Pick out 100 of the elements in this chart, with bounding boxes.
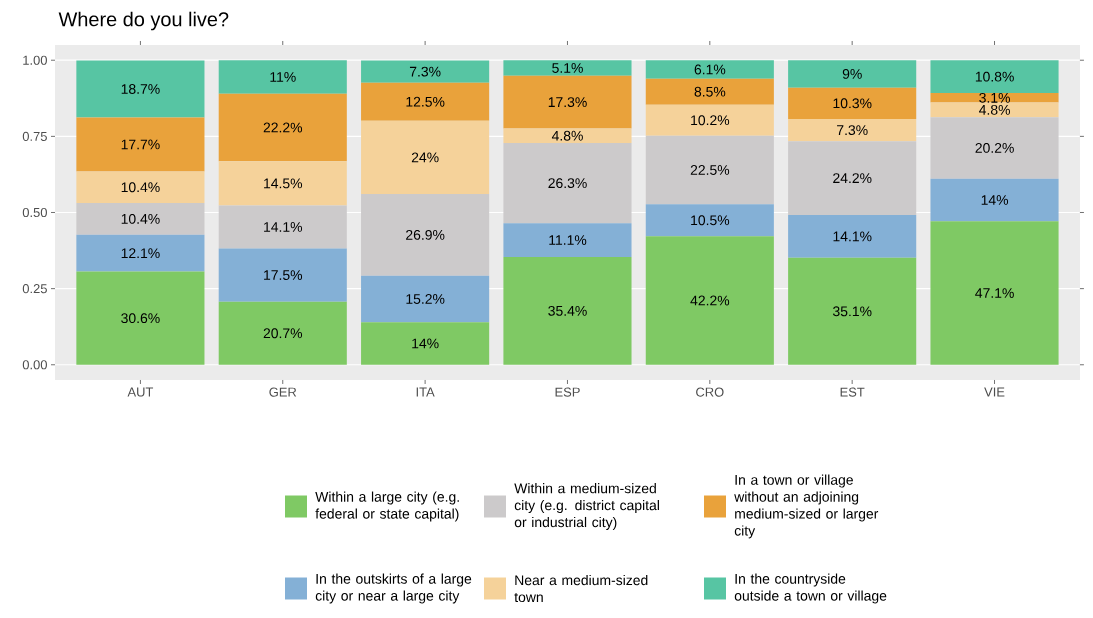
bar (930, 93, 1059, 103)
data-label: 17.5% (264, 270, 303, 280)
legend-label: Near a medium-sized town (514, 574, 648, 603)
x-tick-label: GER (269, 387, 297, 397)
bar (645, 104, 774, 136)
data-label: 7.3% (837, 125, 868, 136)
bar (788, 214, 917, 258)
bar (218, 205, 347, 249)
data-label: 10.4% (121, 182, 160, 193)
data-label: 24% (411, 152, 439, 163)
data-label: 15.2% (406, 294, 445, 304)
bar (361, 82, 490, 121)
data-label: 12.5% (406, 96, 445, 107)
data-label: 10.2% (691, 115, 730, 126)
data-label: 10.4% (121, 213, 160, 224)
x-tick-label: CRO (696, 387, 724, 397)
bar (788, 60, 917, 88)
bar (361, 322, 490, 365)
data-label: 9% (842, 68, 862, 79)
bar (930, 60, 1059, 94)
chart-title: Where do you live? (58, 11, 229, 31)
data-label: 14% (981, 195, 1009, 205)
data-label: 6.1% (694, 64, 726, 75)
data-label: 12.1% (121, 248, 160, 259)
bar (76, 60, 205, 118)
data-label: 24.2% (833, 173, 872, 183)
data-label: 4.8% (551, 130, 583, 141)
bar (218, 248, 347, 302)
bar (503, 60, 632, 76)
bar (788, 257, 917, 365)
bar (361, 193, 490, 276)
bar (218, 93, 347, 162)
legend-label: In the outskirts of a large city or near a large city (315, 573, 472, 604)
bar (503, 75, 632, 129)
data-label: 14.1% (833, 231, 872, 242)
data-label: 11% (270, 72, 296, 82)
bar (503, 143, 632, 224)
bar (361, 120, 490, 194)
bar (788, 119, 917, 142)
data-label: 26.9% (406, 229, 445, 240)
y-tick-label: 0.50 (22, 207, 47, 218)
data-label: 17.3% (548, 97, 587, 108)
data-label: 8.5% (694, 86, 726, 97)
data-label: 47.1% (975, 288, 1014, 298)
bar (76, 234, 205, 272)
data-label: 35.4% (548, 305, 587, 316)
bar (645, 135, 774, 205)
data-label: 4.8% (979, 104, 1010, 115)
y-tick-label: 0.25 (22, 284, 47, 294)
x-tick-label: ESP (555, 387, 580, 397)
bar (930, 117, 1059, 179)
data-label: 10.3% (833, 98, 872, 109)
data-label: 17.7% (121, 139, 160, 150)
bar (218, 161, 347, 206)
data-label: 14.5% (264, 178, 303, 189)
bar (930, 102, 1059, 118)
bar (788, 141, 917, 215)
data-label: 3.1% (979, 92, 1010, 103)
legend-label: In the countryside outside a town or village (734, 573, 887, 604)
data-label: 35.1% (832, 306, 872, 317)
bar (930, 221, 1059, 365)
data-label: 22.5% (690, 165, 730, 175)
legend-label: In a town or village without an adjoining medium-sized or larger city (734, 474, 879, 539)
x-tick-label: ITA (416, 387, 435, 397)
data-label: 42.2% (690, 295, 730, 306)
bar (788, 87, 917, 119)
bar (645, 236, 774, 365)
bar (930, 178, 1059, 222)
data-label: 26.3% (548, 178, 587, 189)
data-label: 18.7% (121, 84, 160, 94)
bar (76, 117, 205, 172)
bar (645, 60, 774, 79)
bar (76, 271, 205, 365)
y-tick-label: 0.00 (22, 360, 47, 370)
data-label: 7.3% (409, 66, 441, 77)
bar (218, 301, 347, 365)
data-label: 10.5% (691, 215, 730, 226)
data-label: 20.7% (263, 328, 303, 339)
bar (218, 60, 347, 94)
bar (361, 275, 490, 323)
bar (645, 204, 774, 237)
bar (503, 128, 632, 144)
x-tick-label: EST (840, 387, 865, 397)
legend-label: Within a large city (e.g. federal or state capital) (315, 491, 459, 522)
bar (645, 78, 774, 105)
data-label: 14% (412, 338, 439, 349)
bar (361, 60, 490, 83)
data-label: 14.1% (264, 222, 303, 232)
legend-label: Within a medium-sized city (e.g. district capital or industrial city) (514, 483, 659, 530)
data-label: 10.8% (975, 71, 1014, 82)
data-label: 11.1% (549, 235, 587, 245)
data-label: 30.6% (121, 313, 160, 324)
x-tick-label: AUT (127, 387, 154, 397)
data-label: 22.2% (263, 122, 303, 133)
y-tick-label: 0.75 (22, 131, 47, 141)
bar (503, 223, 632, 257)
bar (76, 171, 205, 204)
y-tick-label: 1.00 (23, 55, 47, 65)
data-label: 20.2% (975, 142, 1014, 153)
bar (503, 256, 632, 365)
